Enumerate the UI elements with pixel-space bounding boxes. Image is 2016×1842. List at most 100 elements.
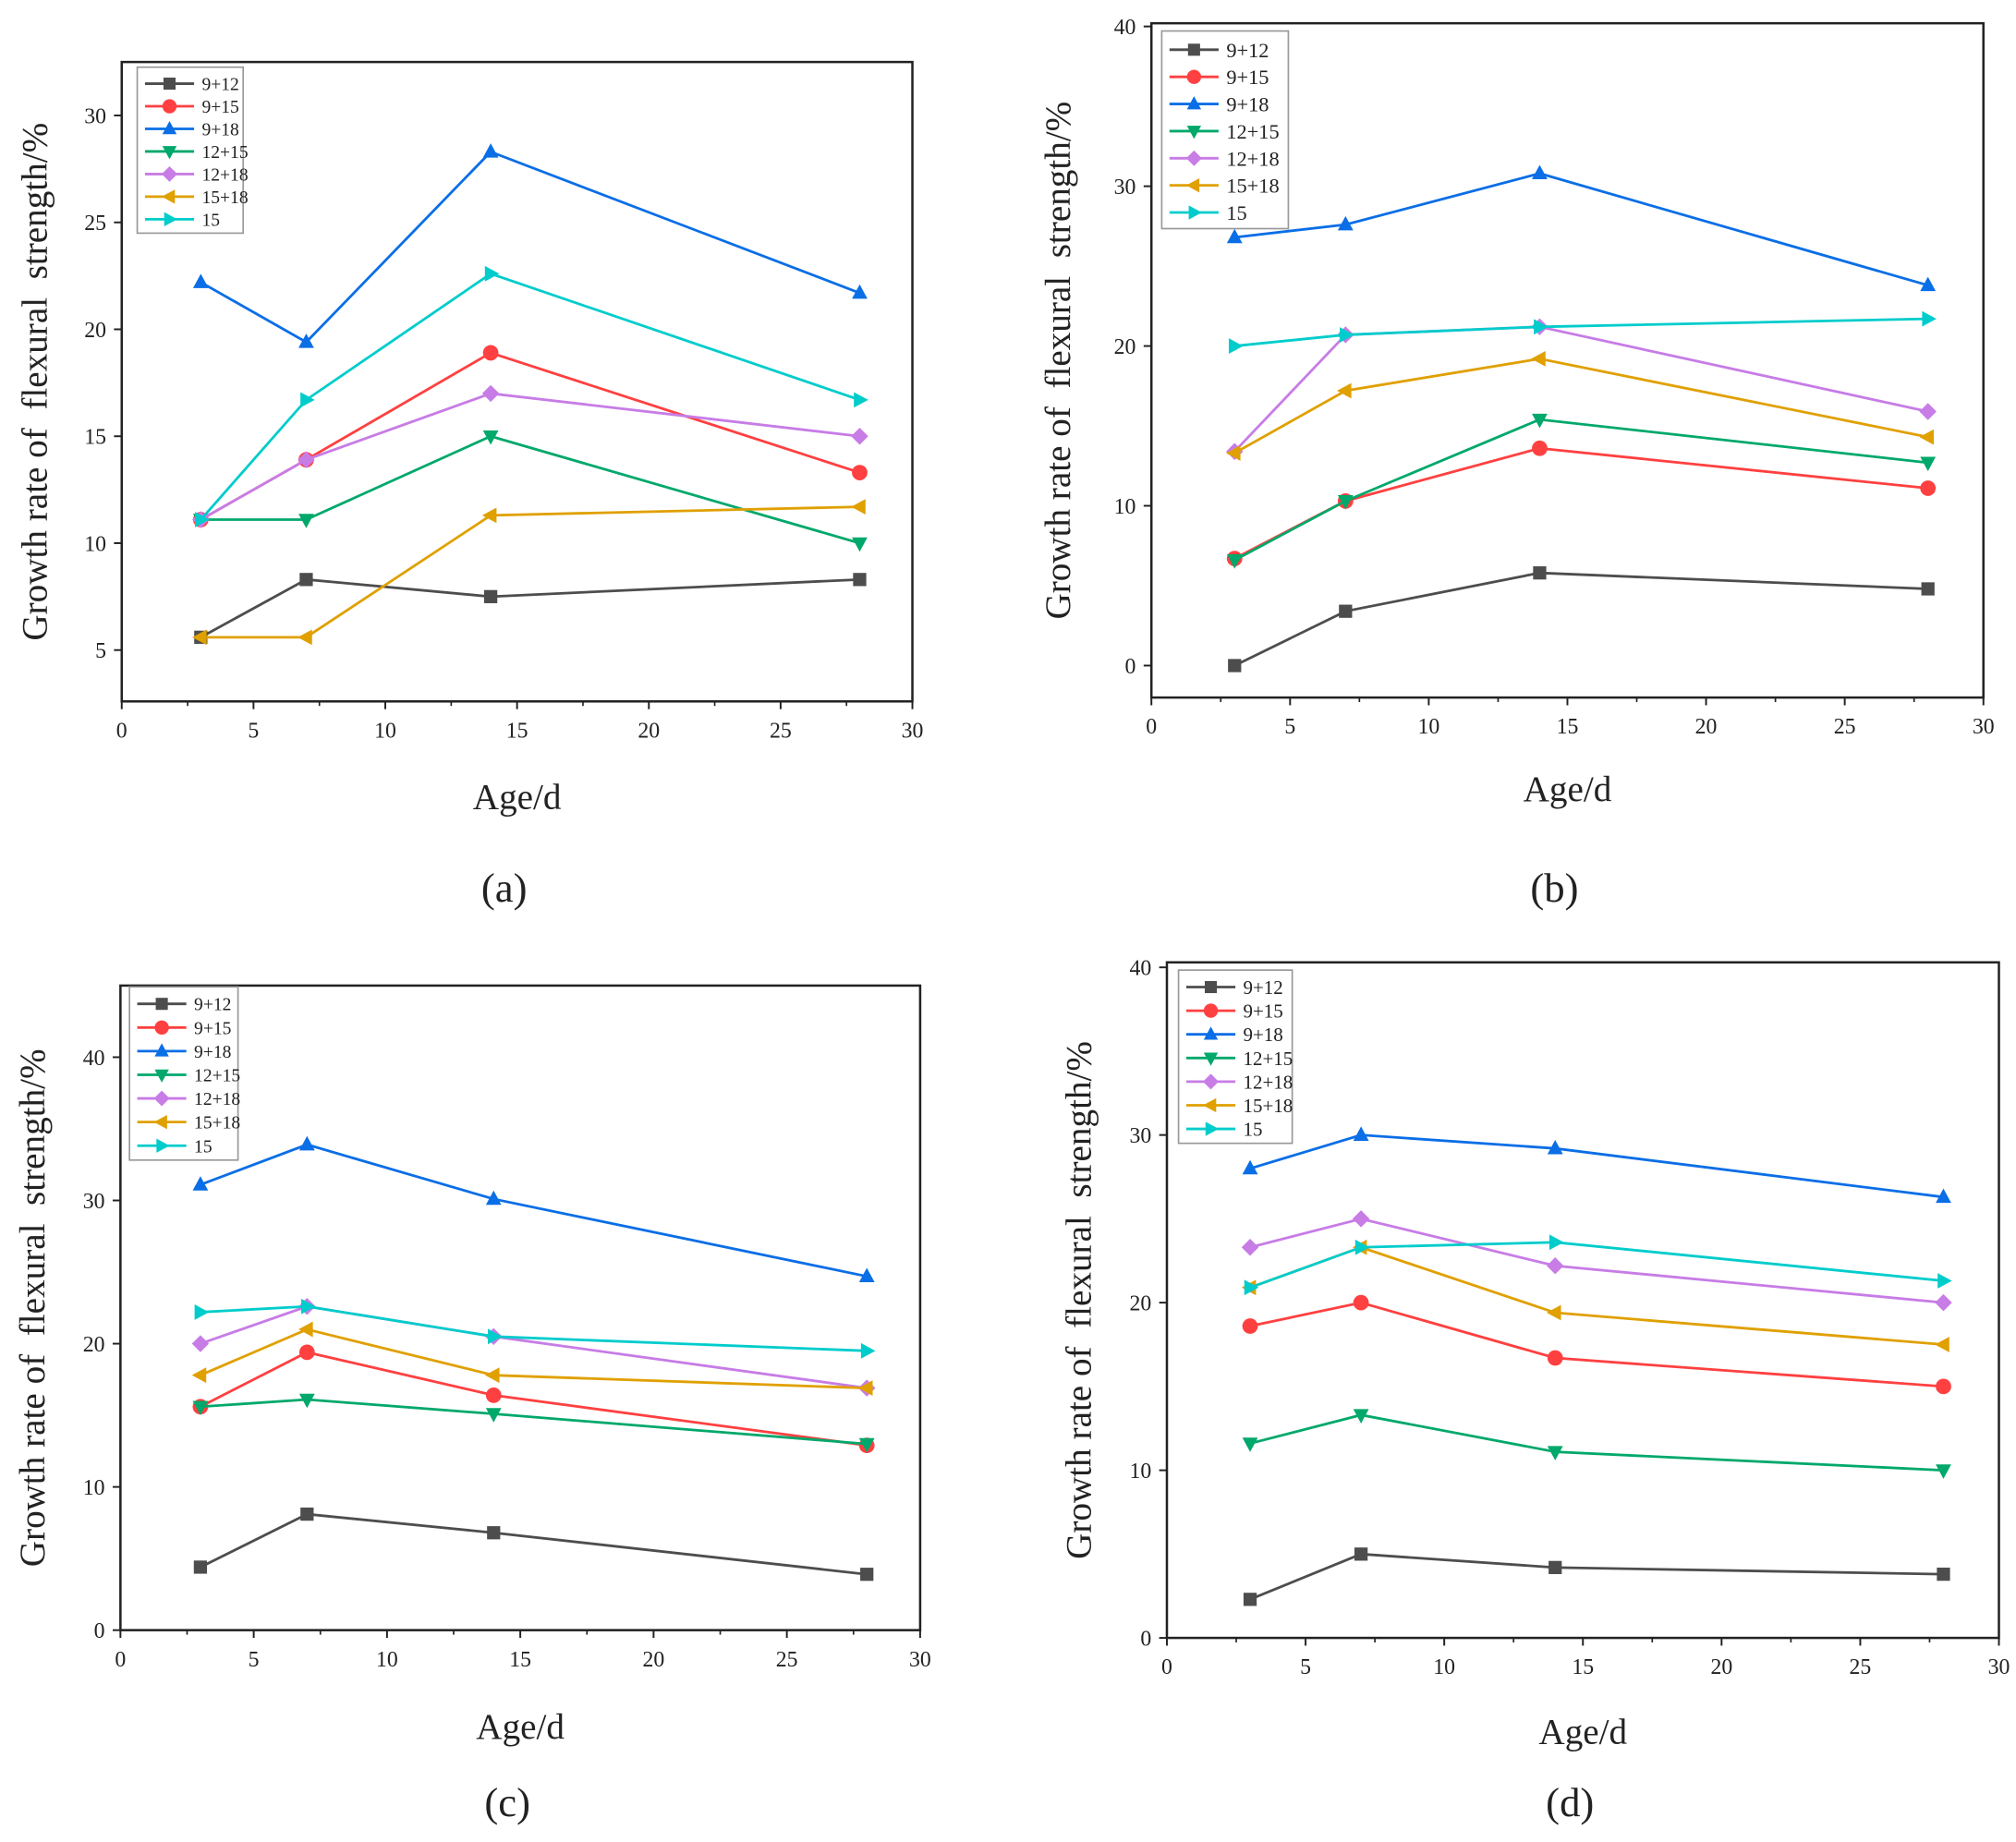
x-tick-label: 25 [776,1648,798,1672]
series-line [200,505,860,639]
chart-panel-c: 0 5 10 15 20 25 30 0 10 20 30 40 Age/d Growth rate of… [13,984,931,1825]
x-tick-label: 20 [1710,1655,1732,1679]
legend-marker [162,189,176,204]
data-point [1935,1293,1952,1312]
chart-panel-b: 0 5 10 15 20 25 30 0 10 20 30 40 Age/d Growth rate of… [1038,16,1994,911]
x-tick-label: 15 [1572,1655,1594,1679]
series-12+15 [1242,1409,1951,1479]
data-point [1337,215,1354,231]
data-point [1920,276,1937,292]
legend-marker [162,146,177,160]
chart-panel-a: 0 5 10 15 20 25 30 5 10 15 20 25 30 Age/d Growth rate … [16,60,923,911]
data-point [485,1367,500,1384]
series-12+18 [1241,1210,1952,1312]
data-point [298,1393,315,1409]
y-tick-label: 10 [1114,495,1136,519]
data-point [1547,1304,1561,1321]
y-tick-label: 20 [1114,335,1136,359]
legend-marker [1203,1052,1219,1066]
y-tick-label: 30 [83,1190,105,1214]
y-tick-label: 10 [1129,1460,1151,1484]
data-point [482,143,499,158]
legend-label: 12+15 [201,143,248,163]
series-line [200,351,860,521]
series-15+18 [1241,1239,1949,1352]
data-point [1920,456,1937,472]
legend-label: 9+18 [1226,93,1269,116]
data-point [851,499,866,515]
data-point [298,629,312,646]
data-point [1228,338,1244,354]
data-point [1920,480,1937,496]
series-15+18 [191,1321,873,1397]
data-point [860,1342,876,1359]
data-point [860,1568,874,1581]
data-point [1547,1446,1563,1460]
data-point [192,1176,209,1191]
data-point [1921,582,1935,596]
legend-label: 15 [1226,201,1246,224]
data-point [1226,228,1243,244]
data-point [194,1304,210,1320]
data-point [858,1437,875,1453]
series-9+12 [193,1507,874,1581]
data-point [852,465,868,480]
series-line [200,392,860,521]
data-point [485,1387,502,1403]
data-point [481,507,497,524]
data-point [300,1507,314,1521]
data-point [298,1344,315,1361]
series-line [1234,172,1929,287]
series-line [200,577,860,639]
data-point [1242,1437,1258,1452]
data-point [1241,1239,1259,1256]
series-15 [1228,310,1937,354]
data-point [1242,1318,1258,1334]
data-point [1534,319,1548,335]
data-point [851,428,868,445]
data-point [1547,1256,1564,1275]
series-15+18 [1226,351,1934,461]
data-point [192,1400,209,1416]
legend-label: 9+18 [201,121,239,140]
series-9+18 [192,1135,875,1282]
data-point [1531,351,1546,367]
series-line [1249,1552,1944,1601]
data-point [852,284,868,299]
data-point [1533,566,1547,580]
data-point [852,537,868,552]
y-tick-label: 20 [1129,1292,1151,1316]
legend-label: 15 [201,211,220,230]
x-tick-label: 0 [1146,715,1157,739]
y-tick-label: 25 [84,212,106,236]
legend-label: 15+18 [201,188,248,208]
data-point [1532,164,1548,180]
legend-marker [1188,205,1202,220]
x-tick-label: 0 [115,1648,126,1672]
legend-label: 9+18 [1243,1024,1282,1046]
data-point [1935,1337,1949,1352]
data-point [1352,1210,1370,1228]
series-12+15 [192,1393,875,1453]
y-tick-label: 15 [84,426,106,450]
legend-marker [1185,177,1200,193]
data-point [1937,1273,1952,1289]
x-tick-label: 0 [116,719,128,743]
data-point [298,451,315,468]
data-point [1226,445,1241,461]
x-tick-label: 30 [909,1648,931,1672]
x-tick-label: 10 [374,719,396,743]
x-axis-label: Age/d [1538,1713,1627,1752]
series-15+18 [192,499,866,646]
data-point [1244,1279,1259,1296]
legend-marker [162,99,177,114]
y-axis-label: Growth rate of flexural strength/% [16,123,55,641]
data-point [1547,1350,1563,1366]
legend-marker [154,1069,169,1083]
legend-marker [154,1043,169,1057]
data-point [191,1335,210,1352]
series-line [1233,571,1928,667]
